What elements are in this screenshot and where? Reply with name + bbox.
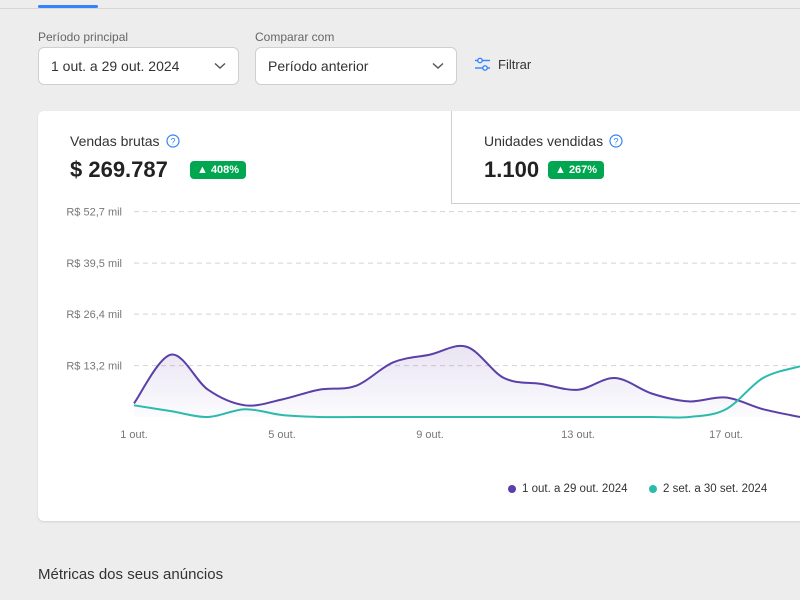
kpi-gross-sales-label: Vendas brutas [70, 133, 160, 149]
main-period-select[interactable]: 1 out. a 29 out. 2024 [38, 47, 239, 85]
metrics-card: Vendas brutas ? $ 269.787 ▲ 408% Unidade… [38, 111, 800, 521]
main-period-label: Período principal [38, 30, 129, 44]
main-period-value: 1 out. a 29 out. 2024 [51, 58, 180, 74]
y-tick-label: R$ 39,5 mil [66, 258, 122, 270]
kpi-tab-units[interactable] [451, 111, 800, 204]
filter-button-label: Filtrar [498, 57, 532, 72]
sales-chart: R$ 13,2 mil R$ 26,4 mil R$ 39,5 mil R$ 52,7… [66, 207, 800, 441]
y-tick-label: R$ 26,4 mil [66, 309, 122, 321]
kpi-gross-sales-badge: ▲ 408% [190, 161, 247, 179]
x-tick-label: 13 out. [561, 429, 595, 441]
filter-button[interactable]: Filtrar [474, 57, 531, 72]
kpi-units-badge: ▲ 267% [548, 161, 605, 179]
legend-dot-current [508, 485, 516, 493]
kpi-units-value: 1.100 [484, 157, 540, 182]
x-tick-label: 1 out. [120, 429, 148, 441]
kpi-gross-sales-title: Vendas brutas ? [70, 133, 180, 149]
compare-value: Período anterior [268, 58, 369, 74]
chevron-down-icon [432, 62, 444, 69]
series-line-current [133, 344, 800, 418]
y-tick-label: R$ 13,2 mil [66, 361, 122, 373]
x-tick-label: 17 out. [709, 429, 743, 441]
x-tick-label: 5 out. [268, 429, 296, 441]
series-line-previous [133, 365, 800, 419]
legend-dot-previous [649, 485, 657, 493]
section-title: Métricas dos seus anúncios [38, 566, 224, 583]
chevron-down-icon [214, 62, 226, 69]
kpi-gross-sales-value: $ 269.787 [70, 157, 168, 182]
svg-text:?: ? [170, 136, 175, 146]
series-area-current [134, 345, 800, 417]
compare-label: Comparar com [255, 30, 335, 44]
legend-previous: 2 set. a 30 set. 2024 [649, 483, 767, 495]
svg-text:?: ? [614, 136, 619, 146]
help-icon[interactable]: ? [165, 134, 180, 148]
legend-label-current: 1 out. a 29 out. 2024 [522, 483, 628, 495]
active-tab-indicator [38, 5, 98, 8]
compare-select[interactable]: Período anterior [255, 47, 457, 85]
legend-label-previous: 2 set. a 30 set. 2024 [663, 483, 768, 495]
filter-sliders-icon [475, 57, 490, 71]
legend-current: 1 out. a 29 out. 2024 [508, 483, 628, 495]
help-icon[interactable]: ? [609, 134, 623, 148]
kpi-units-title: Unidades vendidas ? [484, 133, 623, 149]
kpi-units-label: Unidades vendidas [484, 133, 604, 149]
top-tab-bar [0, 0, 800, 9]
x-tick-label: 9 out. [416, 429, 444, 441]
y-tick-label: R$ 52,7 mil [66, 207, 122, 219]
